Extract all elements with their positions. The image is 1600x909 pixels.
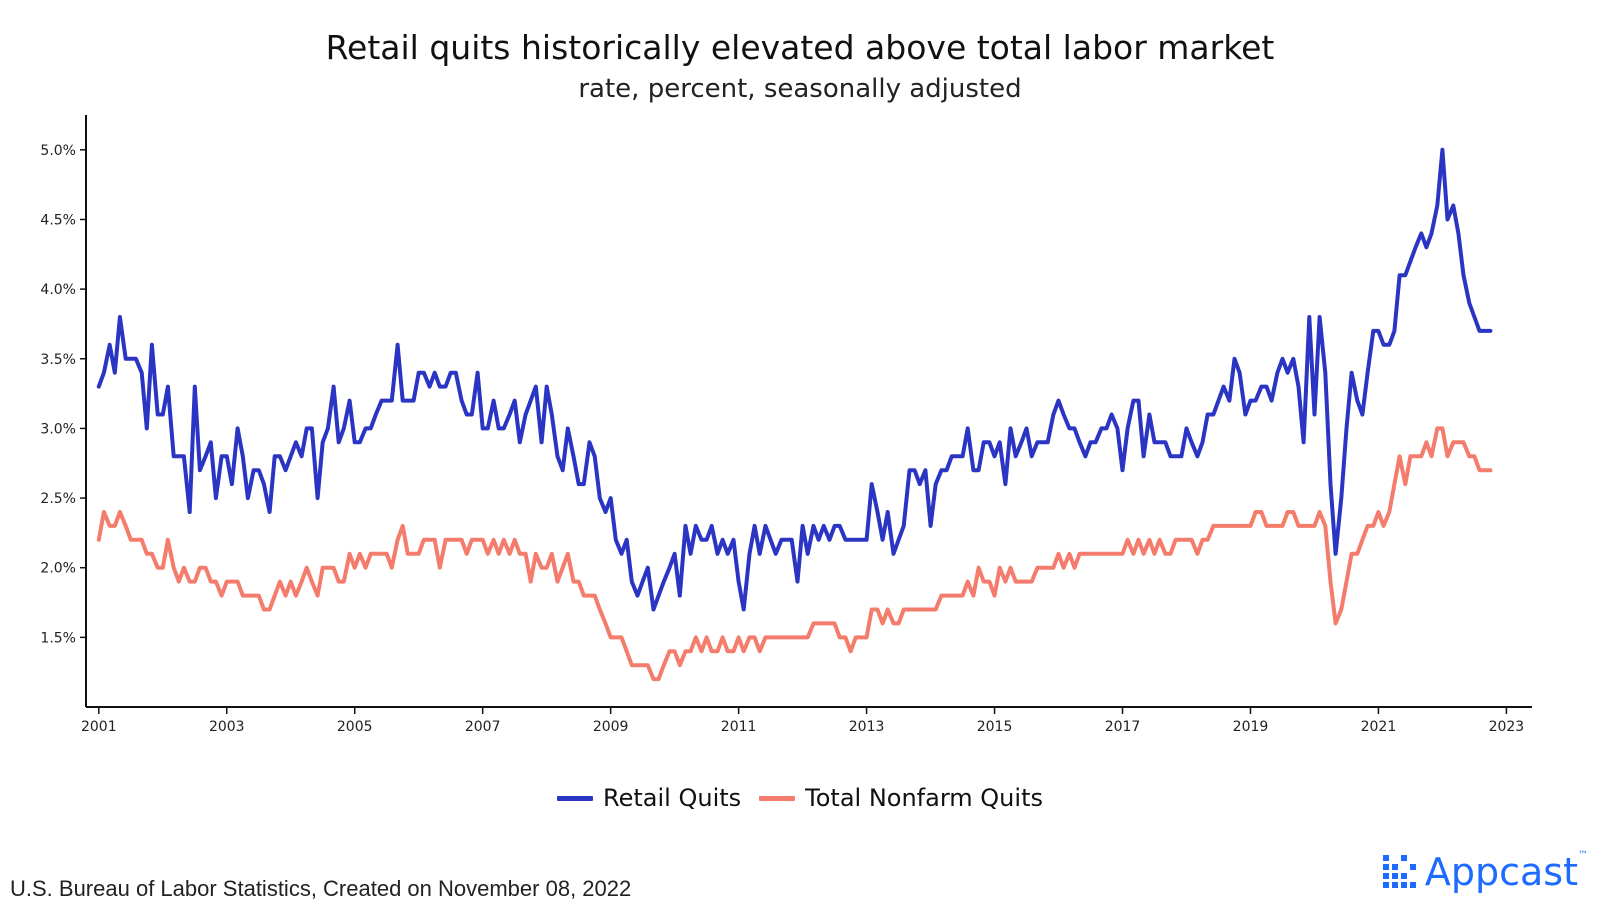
logo-trademark: ™ [1578,850,1588,861]
chart-subtitle: rate, percent, seasonally adjusted [578,74,1022,104]
legend-label-retail-quits: Retail Quits [603,784,742,812]
legend-item-total-nonfarm-quits: Total Nonfarm Quits [759,784,1043,812]
series-line-total-nonfarm-quits [96,426,1493,682]
appcast-dots-icon [1382,855,1416,888]
x-tick-label: 2003 [209,719,245,735]
x-tick-label: 2017 [1105,719,1141,735]
line-chart: 1.5% 2.0% 2.5% 3.0% 3.5% 4.0% 4.5% 5.0% 2001 2003… [40,115,1532,735]
x-tick-label: 2005 [337,719,373,735]
source-caption: U.S. Bureau of Labor Statistics, Created… [10,876,632,901]
chart-title: Retail quits historically elevated above… [325,28,1275,67]
legend-swatch-total-nonfarm-quits [759,795,796,801]
logo-text: Appcast [1424,850,1578,894]
series-line-retail-quits [96,147,1493,612]
y-tick-label: 1.5% [40,630,76,646]
chart-axes: 1.5% 2.0% 2.5% 3.0% 3.5% 4.0% 4.5% 5.0% 2001 2003… [40,115,1532,735]
logo-wordmark: Appcast™ [1425,850,1588,894]
x-tick-label: 2007 [465,719,501,735]
x-tick-label: 2009 [593,719,629,735]
y-tick-label: 3.0% [40,421,76,437]
y-tick-label: 4.5% [40,212,76,228]
x-tick-label: 2021 [1361,719,1397,735]
legend-label-total-nonfarm-quits: Total Nonfarm Quits [805,784,1043,812]
x-tick-label: 2001 [81,719,117,735]
x-tick-label: 2015 [977,719,1013,735]
y-tick-label: 4.0% [40,282,76,298]
y-tick-label: 3.5% [40,352,76,368]
x-tick-label: 2013 [849,719,885,735]
x-tick-label: 2023 [1489,719,1525,735]
x-tick-label: 2011 [721,719,757,735]
legend-item-retail-quits: Retail Quits [557,784,741,812]
legend-swatch-retail-quits [557,795,594,801]
y-tick-label: 2.5% [40,491,76,507]
y-tick-label: 2.0% [40,561,76,577]
x-tick-label: 2019 [1233,719,1269,735]
chart-series [96,147,1493,682]
appcast-logo: Appcast™ [1382,850,1588,894]
chart-legend: Retail Quits Total Nonfarm Quits [0,784,1600,812]
y-tick-label: 5.0% [40,143,76,159]
